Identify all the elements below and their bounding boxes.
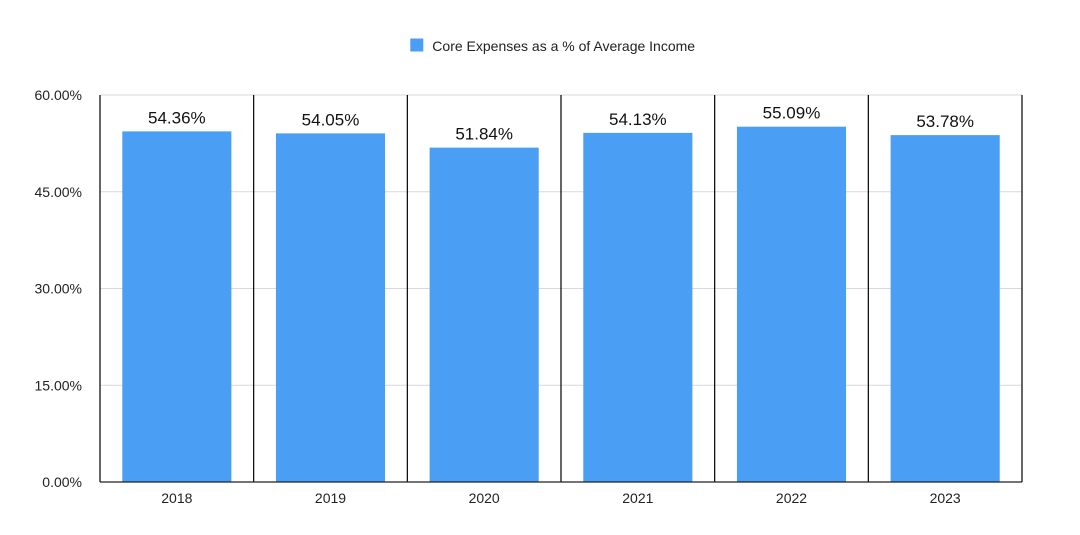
x-tick-label: 2018 [161, 490, 192, 506]
legend-label: Core Expenses as a % of Average Income [432, 38, 695, 54]
bar-2021 [583, 132, 693, 482]
y-tick-label: 0.00% [42, 474, 82, 490]
bar-2018 [122, 131, 232, 483]
data-label: 54.13% [609, 110, 667, 129]
data-label: 53.78% [916, 112, 974, 131]
data-label: 51.84% [455, 125, 513, 144]
y-tick-label: 60.00% [35, 87, 82, 103]
data-label: 54.05% [302, 110, 360, 129]
data-label: 54.36% [148, 108, 206, 127]
x-tick-label: 2022 [776, 490, 807, 506]
y-tick-label: 45.00% [35, 184, 82, 200]
bar-2022 [736, 126, 847, 483]
data-label: 55.09% [763, 104, 821, 123]
bar-2019 [275, 133, 386, 482]
x-tick-label: 2019 [315, 490, 346, 506]
bar-2020 [429, 147, 539, 482]
legend-swatch [410, 38, 424, 52]
bar-2023 [890, 135, 1000, 482]
y-tick-label: 15.00% [35, 377, 82, 393]
x-tick-label: 2020 [469, 490, 500, 506]
x-tick-label: 2023 [930, 490, 961, 506]
x-tick-label: 2021 [622, 490, 653, 506]
y-tick-label: 30.00% [35, 281, 82, 297]
